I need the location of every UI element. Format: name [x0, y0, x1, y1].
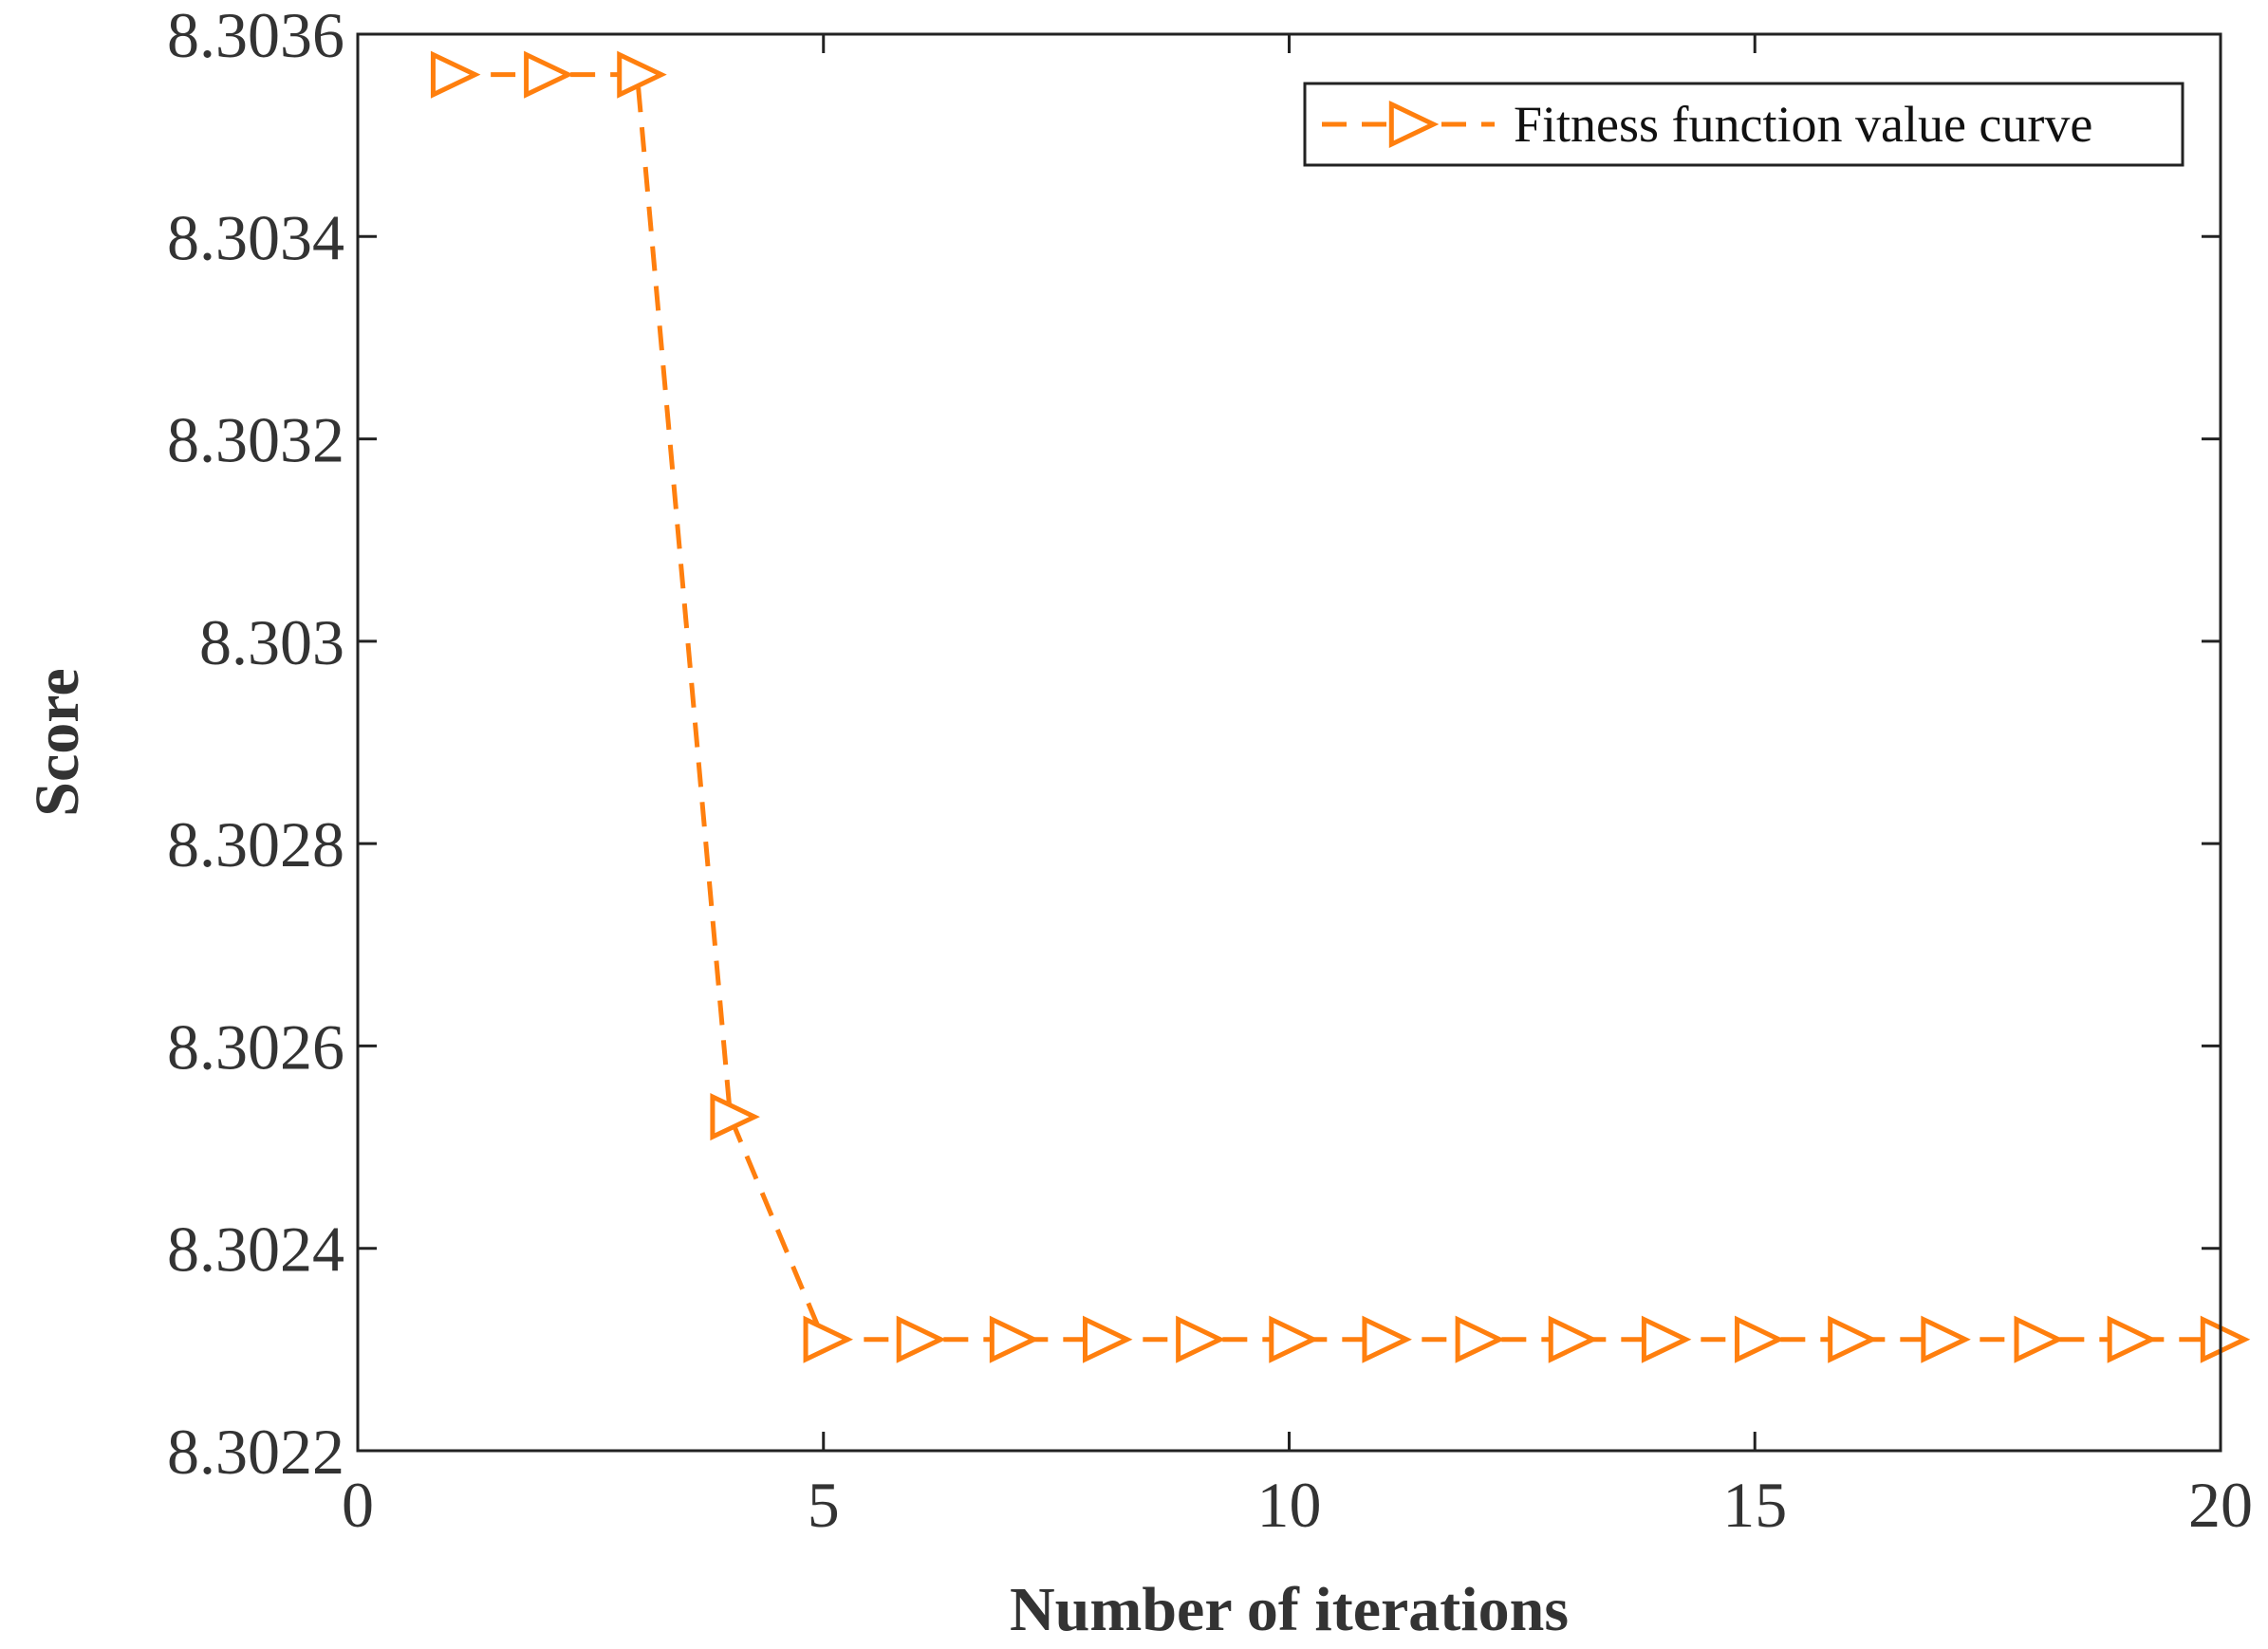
- data-point-marker: [1269, 1315, 1319, 1363]
- x-tick-label: 0: [342, 1469, 374, 1541]
- data-point-marker: [1641, 1315, 1692, 1363]
- y-tick-label: 8.3036: [167, 0, 344, 71]
- legend-marker: [1388, 100, 1440, 149]
- x-tick-label: 20: [2188, 1469, 2253, 1541]
- data-point-marker: [1176, 1315, 1226, 1363]
- data-point-marker: [2014, 1315, 2065, 1363]
- data-point-marker: [1828, 1315, 1878, 1363]
- data-point-marker: [1735, 1315, 1785, 1363]
- y-tick-label: 8.3024: [167, 1214, 344, 1286]
- legend-label: Fitness function value curve: [1514, 96, 2092, 153]
- x-tick-label: 10: [1257, 1469, 1322, 1541]
- data-point-marker: [2107, 1315, 2158, 1363]
- legend: Fitness function value curve: [1303, 82, 2184, 167]
- data-point-marker: [1548, 1315, 1599, 1363]
- x-tick-label: 15: [1722, 1469, 1787, 1541]
- data-point-marker: [2200, 1315, 2251, 1363]
- x-axis-title: Number of iterations: [1010, 1575, 1569, 1644]
- plot-area: [430, 50, 2251, 1363]
- y-tick-label: 8.3028: [167, 808, 344, 880]
- data-point-marker: [1362, 1315, 1412, 1363]
- data-point-marker: [1921, 1315, 1971, 1363]
- data-point-marker: [1455, 1315, 1506, 1363]
- data-point-marker: [803, 1315, 854, 1363]
- y-tick-label: 8.3034: [167, 201, 344, 273]
- data-point-marker: [430, 50, 481, 99]
- y-tick-label: 8.303: [199, 606, 344, 678]
- data-point-marker: [524, 50, 574, 99]
- y-tick-label: 8.3022: [167, 1416, 344, 1488]
- data-point-marker: [1083, 1315, 1133, 1363]
- data-point-marker: [896, 1315, 947, 1363]
- x-tick-label: 5: [808, 1469, 840, 1541]
- y-tick-label: 8.3032: [167, 404, 344, 476]
- y-axis-title: Score: [23, 668, 92, 816]
- data-point-marker: [617, 50, 667, 99]
- axes: 0 5 10 15 20 8.3022 8.3024 8.3026 8.3028 8.303 8.3…: [23, 0, 2253, 1644]
- data-point-marker: [989, 1315, 1040, 1363]
- y-tick-label: 8.3026: [167, 1010, 344, 1083]
- data-point-marker: [710, 1093, 760, 1141]
